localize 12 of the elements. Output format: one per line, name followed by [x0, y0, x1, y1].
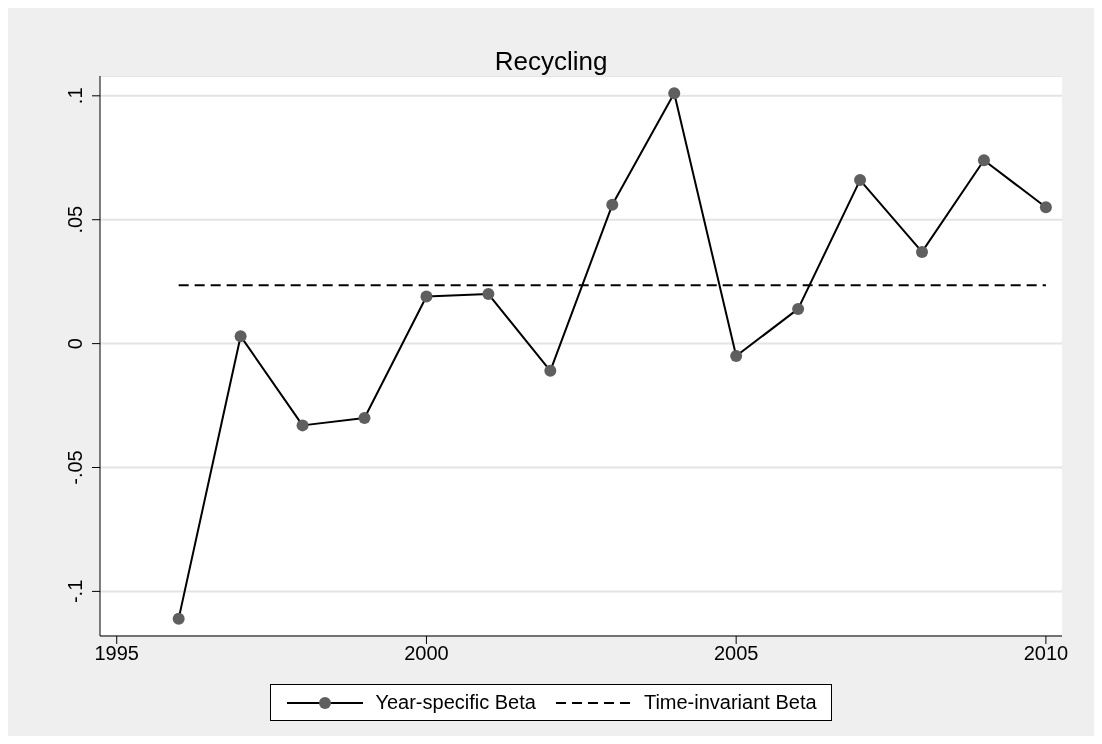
chart-title: Recycling	[493, 45, 609, 76]
y-tick-label: -.05	[64, 450, 86, 485]
x-tick-label: 2000	[404, 642, 449, 665]
x-tick-label: 1995	[94, 642, 139, 665]
y-tick-label: .1	[64, 87, 86, 105]
x-tick-label: 2005	[713, 642, 759, 665]
legend-label: Year-specific Beta	[375, 691, 536, 714]
y-tick-label: .05	[64, 205, 86, 234]
x-tick-label: 2010	[1023, 642, 1069, 665]
legend-label: Time-invariant Beta	[643, 691, 817, 714]
y-tick-label: 0	[64, 338, 86, 350]
y-tick-label: -.1	[64, 579, 86, 604]
